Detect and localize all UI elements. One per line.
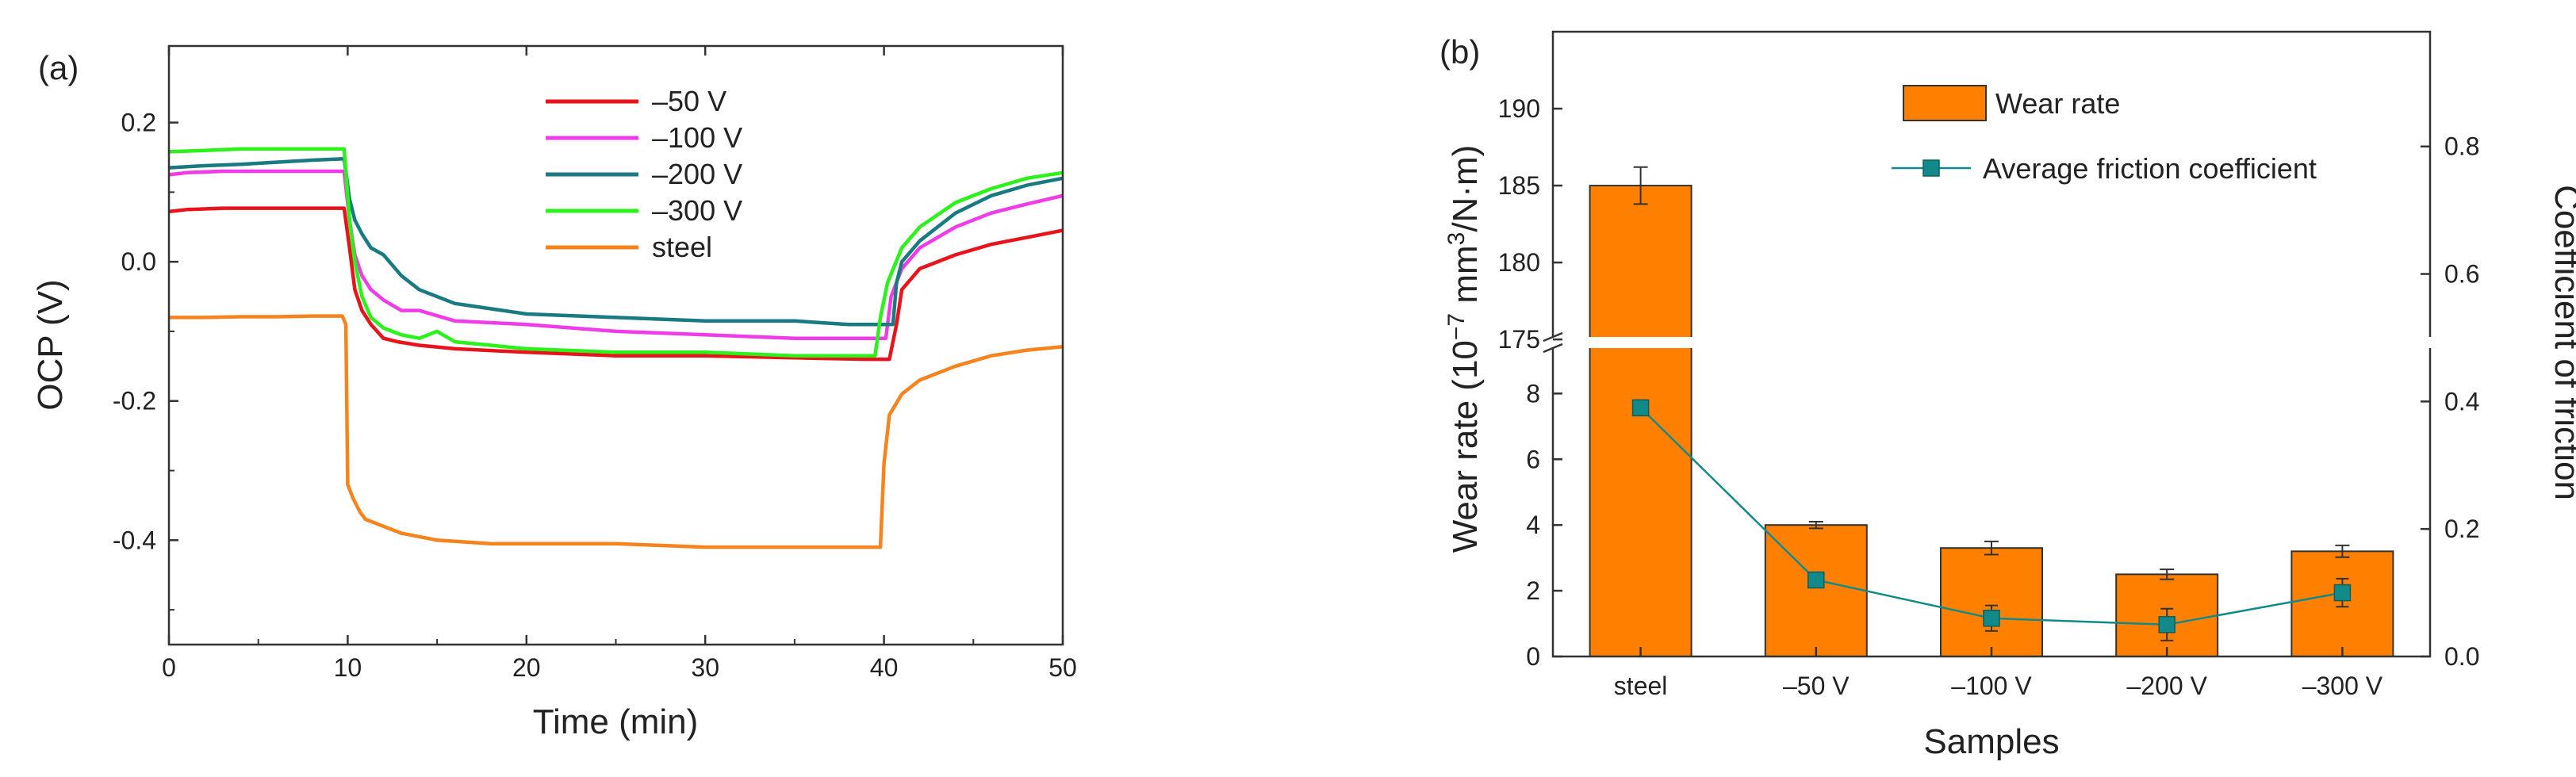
legend-a: –50 V –100 V –200 V –300 V steel bbox=[546, 85, 742, 263]
axis-break-marker bbox=[1539, 331, 2443, 354]
y-axis-title-a: OCP (V) bbox=[31, 279, 70, 410]
y-tick-label-b-right: 0.4 bbox=[2444, 387, 2479, 415]
series-line-1 bbox=[168, 169, 1064, 340]
x-tick-label-b: steel bbox=[1614, 672, 1668, 700]
series-line-3 bbox=[168, 147, 1064, 358]
y-tick-label-b-left-upper: 190 bbox=[1498, 94, 1540, 123]
legend-label-a: –50 V bbox=[652, 85, 726, 117]
axis-ticks-b: steel –50 V –100 V –200 V –300 V 0 2 4 6 8 175 180 1… bbox=[1498, 94, 2480, 700]
x-axis-title-a: Time (min) bbox=[533, 702, 699, 741]
bar-2 bbox=[1940, 547, 2043, 657]
y-axis-title-b-right: Coefficient of friction bbox=[2547, 185, 2576, 500]
legend-swatch-bar bbox=[1903, 85, 1987, 121]
legend-label-a: –100 V bbox=[652, 121, 742, 154]
y-tick-label-b-left-upper: 185 bbox=[1498, 171, 1540, 200]
y-tick-label-b-right: 0.6 bbox=[2444, 260, 2479, 289]
y-tick-label-a: -0.4 bbox=[113, 526, 156, 554]
friction-point-3 bbox=[2158, 616, 2175, 633]
x-tick-label-a: 10 bbox=[334, 653, 362, 682]
friction-point-4 bbox=[2333, 584, 2352, 602]
y-tick-label-b-left: 2 bbox=[1526, 576, 1540, 605]
axis-ticks-a: 0 10 20 30 40 50 0.2 0.0 -0.2 -0.4 bbox=[113, 46, 1077, 682]
legend-label-a: steel bbox=[652, 231, 712, 263]
x-tick-label-b: –100 V bbox=[1951, 672, 2032, 700]
legend-b: Wear rate Average friction coefficient bbox=[1892, 85, 2317, 185]
series-line-2 bbox=[168, 156, 1064, 327]
legend-label-friction: Average friction coefficient bbox=[1983, 152, 2317, 185]
x-axis-title-b: Samples bbox=[1923, 722, 2059, 761]
x-tick-label-a: 30 bbox=[691, 653, 719, 682]
x-tick-label-b: –300 V bbox=[2302, 672, 2383, 700]
bar-0 bbox=[1589, 185, 1692, 658]
y-tick-label-a: -0.2 bbox=[113, 387, 156, 415]
x-tick-label-a: 40 bbox=[870, 653, 899, 682]
x-tick-label-a: 20 bbox=[512, 653, 541, 682]
plot-frame-a bbox=[167, 44, 1064, 646]
y-tick-label-a: 0.0 bbox=[121, 247, 156, 276]
legend-label-wear: Wear rate bbox=[1995, 87, 2120, 120]
panel-b-wear-chart: (b) steel –50 V –100 V –200 V –300 V 0 2 4 6 8 175… bbox=[1439, 30, 2576, 761]
x-tick-label-b: –200 V bbox=[2126, 672, 2207, 700]
friction-coefficient-line bbox=[1631, 399, 2352, 641]
panel-a-ocp-chart: (a) 0 10 20 30 40 50 0.2 0.0 -0.2 -0.4 Time (min)… bbox=[31, 44, 1077, 741]
y-tick-label-b-left: 4 bbox=[1526, 511, 1540, 539]
y-axis-title-b-left: Wear rate (10−7 mm3/N·m) bbox=[1443, 145, 1485, 553]
friction-point-1 bbox=[1807, 571, 1825, 589]
panel-label-b: (b) bbox=[1439, 33, 1480, 71]
wear-rate-bars bbox=[1589, 166, 2394, 658]
x-tick-label-a: 50 bbox=[1048, 653, 1077, 682]
x-tick-label-b: –50 V bbox=[1783, 672, 1850, 700]
legend-label-a: –200 V bbox=[652, 158, 742, 190]
y-tick-label-b-left: 8 bbox=[1526, 379, 1540, 408]
y-tick-label-b-right: 0.8 bbox=[2444, 132, 2479, 161]
legend-label-a: –300 V bbox=[652, 194, 742, 227]
y-tick-label-b-left: 0 bbox=[1526, 642, 1540, 671]
series-line-0 bbox=[168, 206, 1064, 362]
friction-point-2 bbox=[1983, 610, 2000, 627]
friction-point-0 bbox=[1631, 399, 1650, 417]
y-tick-label-a: 0.2 bbox=[121, 109, 156, 137]
y-tick-label-b-left-upper: 175 bbox=[1498, 325, 1540, 354]
legend-swatch-marker bbox=[1922, 159, 1940, 177]
ocp-series-lines bbox=[168, 147, 1064, 549]
panel-label-a: (a) bbox=[38, 49, 79, 86]
y-tick-label-b-right: 0.0 bbox=[2444, 642, 2479, 671]
series-line-4 bbox=[169, 314, 1064, 549]
y-tick-label-b-left: 6 bbox=[1526, 445, 1540, 473]
x-tick-label-a: 0 bbox=[162, 653, 176, 682]
y-tick-label-b-left-upper: 180 bbox=[1498, 248, 1540, 277]
y-tick-label-b-right: 0.2 bbox=[2444, 515, 2479, 543]
